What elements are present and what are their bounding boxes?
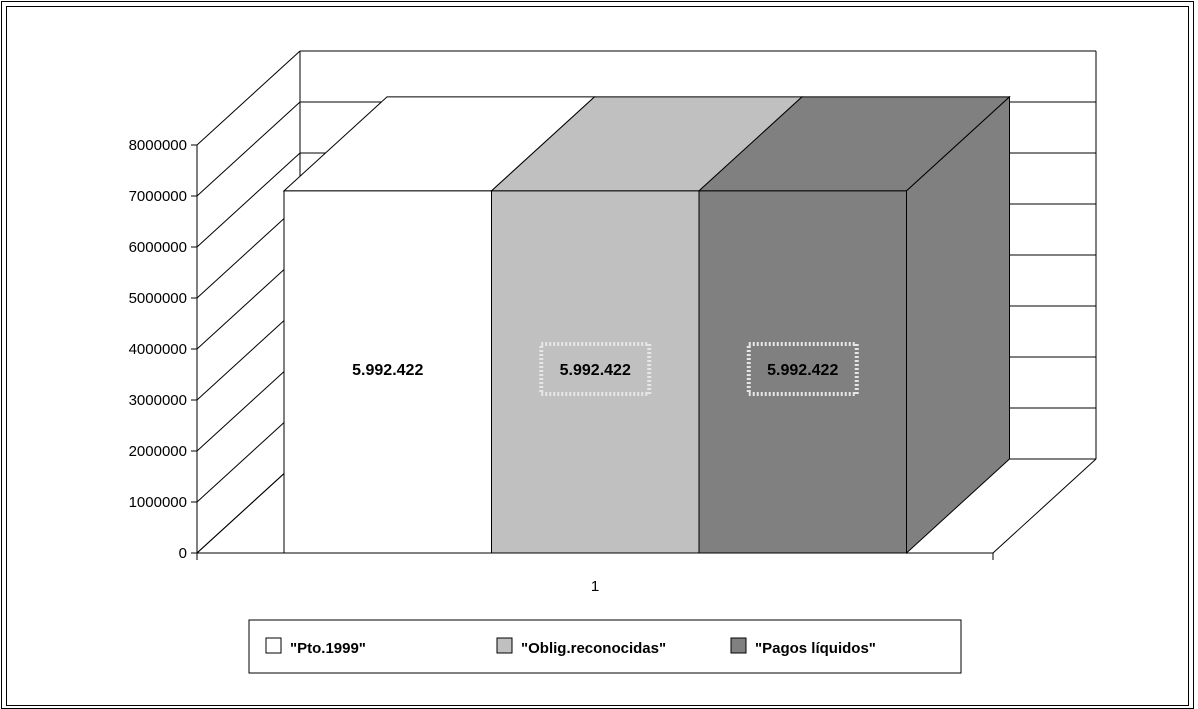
data-label-box [539, 341, 652, 396]
bar-front-face [283, 190, 492, 554]
legend-swatch [496, 637, 513, 654]
legend-label: "Pto.1999" [290, 640, 366, 657]
axes: 0 1000000 2000000 3000000 4000000 5000000 6000… [129, 137, 994, 595]
gridline-side [196, 305, 301, 401]
gridline-side [196, 152, 301, 248]
y-tick-label: 1000000 [129, 494, 187, 511]
gridline-side [196, 101, 301, 197]
gridline-side [196, 203, 301, 299]
y-tick-label: 5000000 [129, 290, 187, 307]
x-category-label: 1 [591, 578, 599, 595]
bars [282, 95, 1011, 555]
data-label: 5.992.422 [560, 362, 631, 379]
data-label-box [746, 341, 859, 396]
data-labels: 5.992.422 5.992.422 5.992.422 [352, 341, 859, 396]
gridline-side [196, 458, 301, 554]
legend-label: "Oblig.reconocidas" [521, 640, 666, 657]
y-tick-label: 7000000 [129, 188, 187, 205]
legend-swatch [265, 637, 282, 654]
legend-label: "Pagos líquidos" [755, 640, 876, 657]
floor-right-edge [992, 458, 1097, 554]
legend: "Pto.1999" "Oblig.reconocidas" "Pagos líqu… [248, 619, 962, 674]
y-tick-label: 4000000 [129, 341, 187, 358]
y-tick-label: 3000000 [129, 392, 187, 409]
gridline-side [196, 50, 301, 146]
gridline-side [196, 356, 301, 452]
legend-box [248, 619, 962, 674]
y-tick-label: 6000000 [129, 239, 187, 256]
bar-side-face [906, 95, 1010, 555]
y-tick-label: 0 [179, 545, 187, 562]
y-tick-label: 8000000 [129, 137, 187, 154]
data-label: 5.992.422 [767, 362, 838, 379]
bar-front-face [698, 190, 907, 554]
y-tick-label: 2000000 [129, 443, 187, 460]
gridline-side [196, 254, 301, 350]
gridline-side [196, 407, 301, 503]
bar-front-face [491, 190, 700, 554]
data-label: 5.992.422 [352, 362, 423, 379]
legend-swatch [730, 637, 747, 654]
